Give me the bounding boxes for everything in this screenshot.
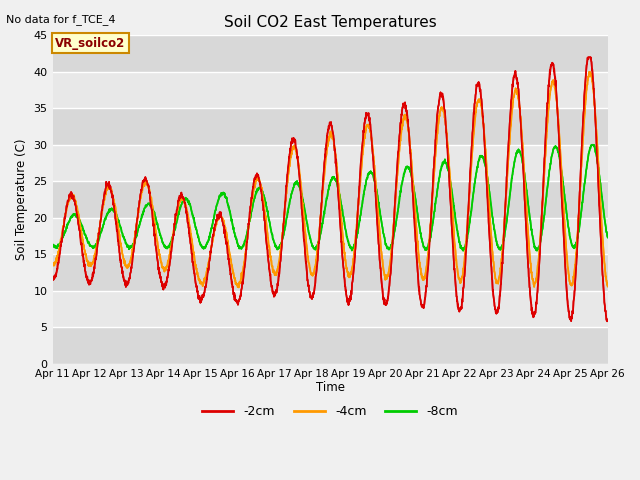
Y-axis label: Soil Temperature (C): Soil Temperature (C) bbox=[15, 139, 28, 260]
Bar bbox=[52, 254, 608, 291]
Bar bbox=[52, 218, 608, 254]
Text: VR_soilco2: VR_soilco2 bbox=[55, 37, 125, 50]
Bar bbox=[52, 145, 608, 181]
Bar bbox=[52, 327, 608, 364]
Bar bbox=[52, 291, 608, 327]
Bar bbox=[52, 181, 608, 218]
Bar bbox=[52, 72, 608, 108]
Legend: -2cm, -4cm, -8cm: -2cm, -4cm, -8cm bbox=[197, 400, 463, 423]
X-axis label: Time: Time bbox=[316, 382, 344, 395]
Bar bbox=[52, 108, 608, 145]
Title: Soil CO2 East Temperatures: Soil CO2 East Temperatures bbox=[224, 15, 436, 30]
Text: No data for f_TCE_4: No data for f_TCE_4 bbox=[6, 14, 116, 25]
Bar bbox=[52, 36, 608, 72]
